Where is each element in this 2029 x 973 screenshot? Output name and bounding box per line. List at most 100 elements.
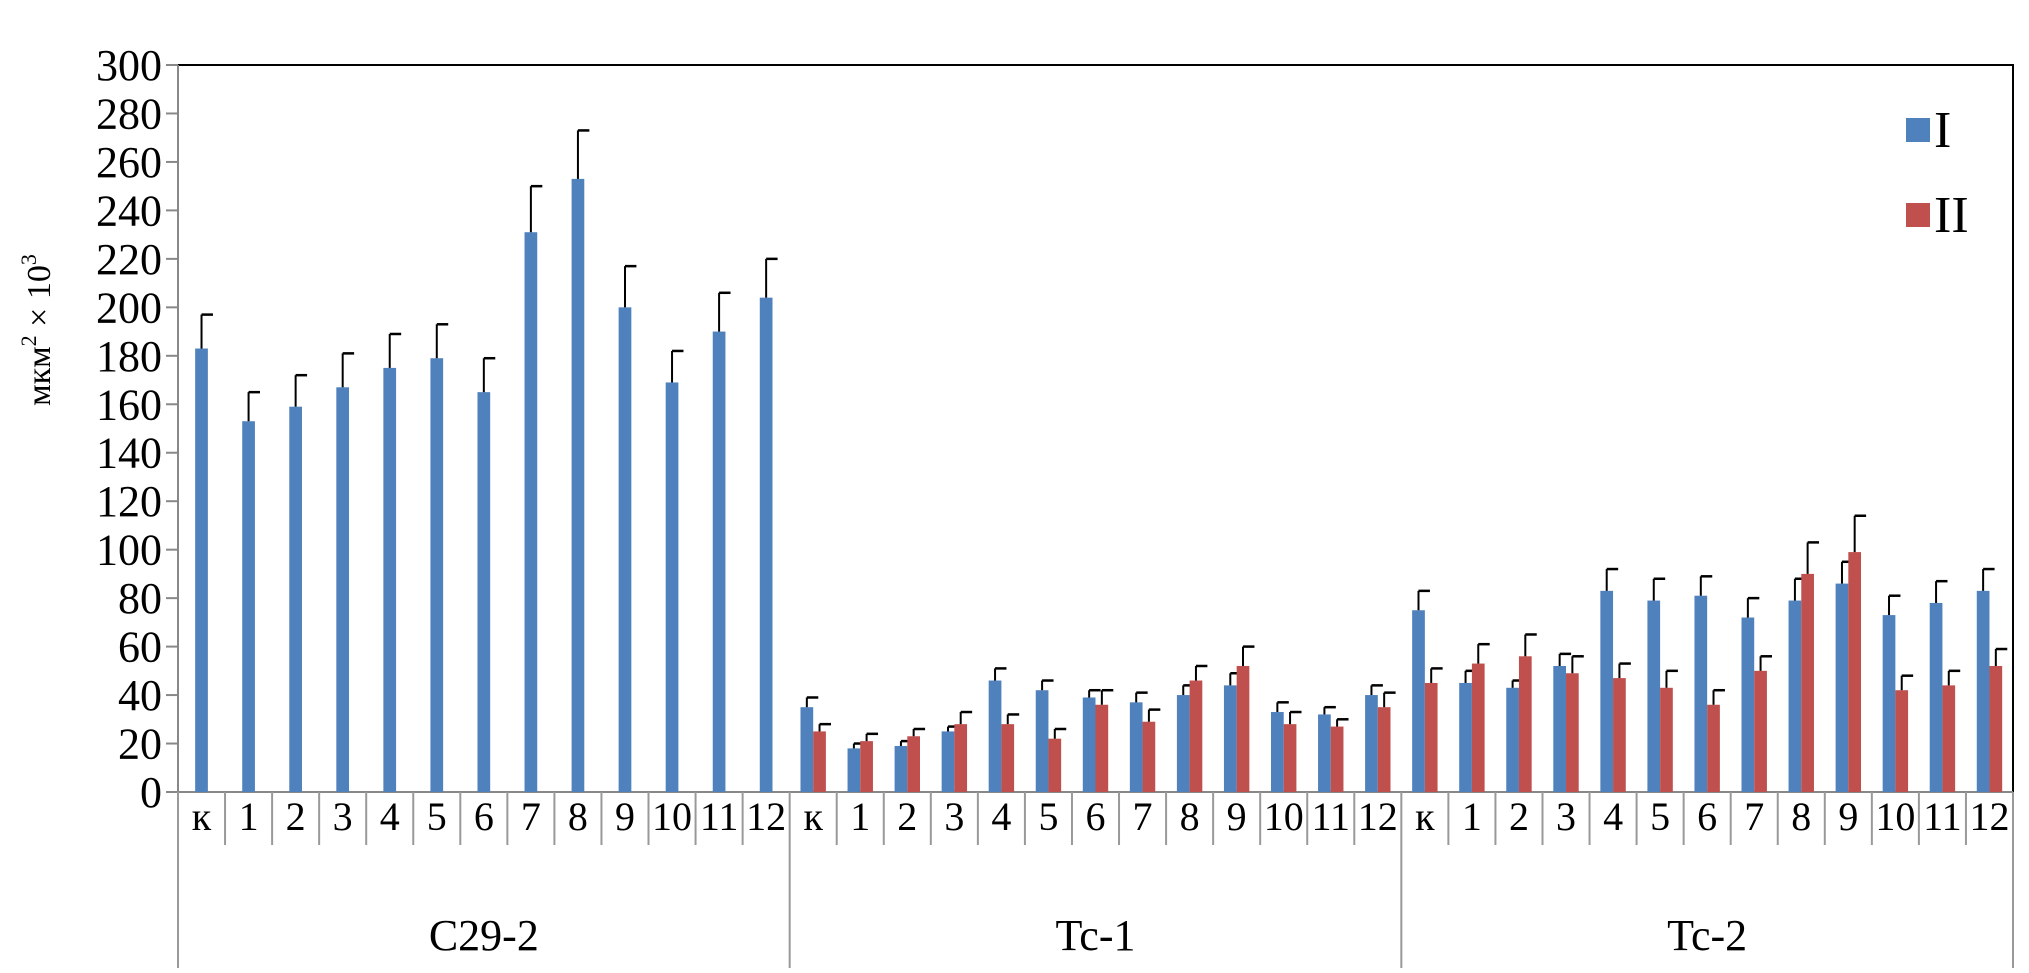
bar-Tc-1-II-9 bbox=[1236, 665, 1250, 792]
bar-Tc-1-II-10 bbox=[1283, 724, 1297, 792]
bar-C29-2-I-10 bbox=[665, 382, 679, 792]
bar-Tc-1-II-7 bbox=[1142, 721, 1156, 792]
category-label: 6 bbox=[1697, 794, 1717, 839]
group-label: C29-2 bbox=[429, 911, 539, 960]
category-label: 3 bbox=[333, 794, 353, 839]
bar-Tc-2-I-6 bbox=[1694, 595, 1708, 792]
bar-Tc-2-II-4 bbox=[1613, 678, 1626, 792]
bar-Tc-1-I-10 bbox=[1271, 712, 1284, 792]
bar-C29-2-I-6 bbox=[477, 392, 491, 792]
y-tick-label: 180 bbox=[96, 332, 162, 381]
category-label: 4 bbox=[380, 794, 400, 839]
bar-Tc-1-I-11 bbox=[1318, 714, 1331, 792]
y-tick-label: 80 bbox=[118, 574, 162, 623]
bar-Tc-1-II-12 bbox=[1377, 707, 1391, 792]
bar-Tc-2-II-1 bbox=[1471, 663, 1485, 792]
category-label: 1 bbox=[239, 794, 259, 839]
category-label: 12 bbox=[746, 794, 786, 839]
bar-Tc-2-I-1 bbox=[1459, 682, 1472, 792]
bar-C29-2-I-8 bbox=[571, 178, 585, 792]
category-label: 5 bbox=[427, 794, 447, 839]
bar-Tc-2-II-8 bbox=[1801, 573, 1814, 792]
bar-Tc-1-II-6 bbox=[1095, 704, 1109, 792]
category-label: 8 bbox=[568, 794, 588, 839]
y-tick-label: 40 bbox=[118, 671, 162, 720]
category-label: 4 bbox=[991, 794, 1011, 839]
bar-Tc-1-II-8 bbox=[1189, 680, 1203, 792]
category-label: 2 bbox=[897, 794, 917, 839]
category-label: 3 bbox=[1556, 794, 1576, 839]
category-label: 12 bbox=[1358, 794, 1398, 839]
bar-C29-2-I-11 bbox=[712, 331, 726, 792]
bar-C29-2-I-9 bbox=[618, 307, 632, 792]
category-label: 12 bbox=[1969, 794, 2009, 839]
category-label: 11 bbox=[1311, 794, 1350, 839]
bar-Tc-2-II-11 bbox=[1942, 685, 1956, 792]
category-label: 10 bbox=[652, 794, 692, 839]
category-label: 2 bbox=[286, 794, 306, 839]
y-tick-label: 120 bbox=[96, 477, 162, 526]
bar-Tc-2-I-8 bbox=[1788, 600, 1802, 792]
bar-C29-2-I-4 bbox=[383, 367, 397, 792]
bar-C29-2-I-12 bbox=[759, 297, 773, 792]
bar-Tc-2-II-2 bbox=[1518, 656, 1532, 792]
category-label: 7 bbox=[1133, 794, 1153, 839]
category-label: 3 bbox=[944, 794, 964, 839]
y-tick-label: 200 bbox=[96, 283, 162, 332]
bar-Tc-2-I-11 bbox=[1929, 602, 1943, 792]
category-label: к bbox=[803, 794, 823, 839]
bar-Tc-1-I-3 bbox=[941, 731, 955, 792]
bar-Tc-2-I-4 bbox=[1600, 590, 1614, 792]
bar-Tc-2-II-5 bbox=[1660, 687, 1673, 792]
bar-Tc-1-I-4 bbox=[988, 680, 1002, 792]
bar-Tc-1-I-12 bbox=[1365, 695, 1378, 792]
bar-Tc-2-I-9 bbox=[1835, 583, 1849, 792]
group-label: Tc-2 bbox=[1667, 911, 1747, 960]
category-label: 6 bbox=[1086, 794, 1106, 839]
bar-Tc-1-II-11 bbox=[1330, 726, 1344, 792]
y-tick-label: 60 bbox=[118, 623, 162, 672]
bar-C29-2-I-3 bbox=[336, 387, 350, 792]
y-axis-label: мкм2 × 103 bbox=[16, 254, 58, 406]
bar-Tc-1-I-к bbox=[800, 707, 814, 792]
bar-Tc-2-II-12 bbox=[1989, 665, 2003, 792]
category-label: 11 bbox=[700, 794, 739, 839]
category-label: 11 bbox=[1923, 794, 1962, 839]
bar-Tc-1-II-к bbox=[813, 731, 826, 792]
category-label: 10 bbox=[1264, 794, 1304, 839]
bar-Tc-2-I-к bbox=[1412, 610, 1425, 792]
bar-C29-2-I-1 bbox=[242, 421, 255, 792]
legend: I II bbox=[1906, 102, 1969, 244]
category-label: 9 bbox=[1838, 794, 1858, 839]
category-label: 1 bbox=[1462, 794, 1482, 839]
y-tick-label: 260 bbox=[96, 138, 162, 187]
category-label: 8 bbox=[1180, 794, 1200, 839]
axes: 0204060801001201401601802002202402602803… bbox=[96, 41, 2014, 817]
plot-frame bbox=[177, 64, 2014, 793]
category-label: 9 bbox=[1227, 794, 1247, 839]
bar-Tc-2-II-10 bbox=[1895, 690, 1909, 792]
category-label: 9 bbox=[615, 794, 635, 839]
category-label: к bbox=[192, 794, 212, 839]
category-label: 10 bbox=[1875, 794, 1915, 839]
bar-Tc-1-II-1 bbox=[860, 741, 873, 792]
bar-Tc-2-II-6 bbox=[1707, 704, 1720, 792]
category-label: 7 bbox=[521, 794, 541, 839]
category-label: 5 bbox=[1038, 794, 1058, 839]
bar-Tc-2-I-5 bbox=[1647, 600, 1661, 792]
bar-Tc-1-II-2 bbox=[907, 736, 920, 792]
category-label: 2 bbox=[1509, 794, 1529, 839]
bar-Tc-2-II-7 bbox=[1754, 670, 1767, 792]
group-label: Tc-1 bbox=[1056, 911, 1136, 960]
bar-Tc-2-I-2 bbox=[1506, 687, 1519, 792]
y-tick-label: 280 bbox=[96, 89, 162, 138]
bar-Tc-1-I-5 bbox=[1035, 690, 1049, 792]
bar-Tc-1-I-8 bbox=[1176, 695, 1190, 792]
category-label: 4 bbox=[1603, 794, 1623, 839]
bar-C29-2-I-7 bbox=[524, 232, 538, 792]
category-label: 8 bbox=[1791, 794, 1811, 839]
bar-Tc-1-I-9 bbox=[1223, 685, 1237, 792]
bar-Tc-2-II-к bbox=[1424, 682, 1438, 792]
